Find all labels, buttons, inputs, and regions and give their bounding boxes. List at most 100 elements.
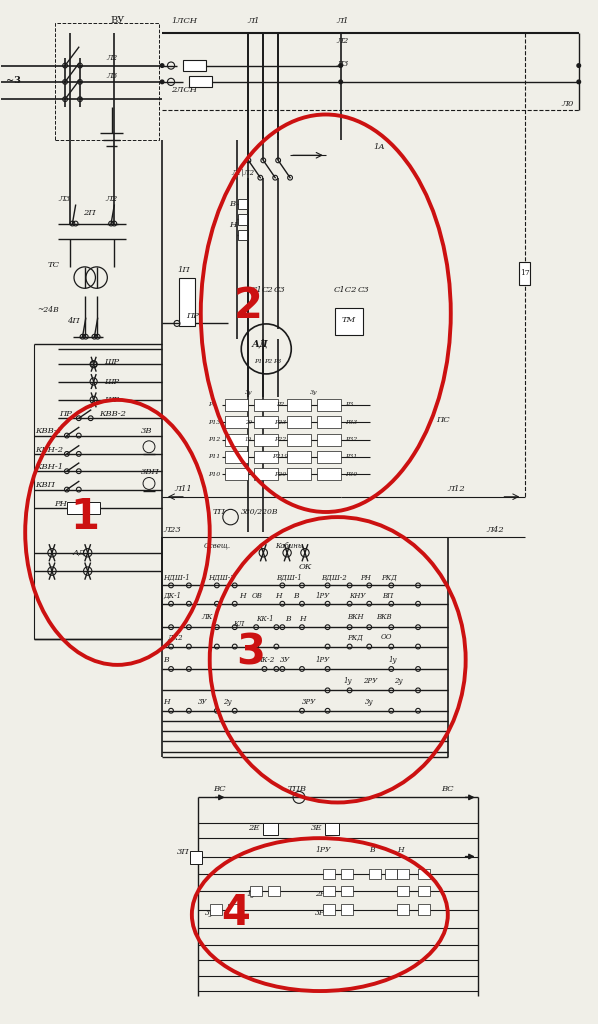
Text: Н: Н xyxy=(275,592,282,600)
Bar xyxy=(397,886,409,896)
Text: В: В xyxy=(369,847,375,854)
Text: Р12: Р12 xyxy=(208,437,220,442)
Text: Р2: Р2 xyxy=(276,402,284,408)
Text: ТС: ТС xyxy=(48,261,60,269)
Bar xyxy=(369,868,381,879)
Text: КЛ: КЛ xyxy=(234,621,245,628)
Bar xyxy=(317,451,341,463)
Text: ВКН: ВКН xyxy=(347,613,363,621)
Bar xyxy=(418,904,430,914)
Bar xyxy=(228,904,239,914)
Bar xyxy=(189,76,212,87)
Bar xyxy=(225,468,248,480)
Bar xyxy=(323,904,335,914)
Text: 3у: 3у xyxy=(205,908,214,916)
Bar xyxy=(287,416,311,428)
Text: 3У: 3У xyxy=(280,655,290,664)
Text: 29: 29 xyxy=(245,420,252,425)
Text: 3У: 3У xyxy=(198,697,208,706)
Text: 2Е: 2Е xyxy=(248,824,260,831)
Circle shape xyxy=(577,63,581,68)
Bar xyxy=(225,416,248,428)
Bar xyxy=(254,399,278,411)
Text: РКД: РКД xyxy=(381,574,397,583)
Text: ТПВ: ТПВ xyxy=(288,785,307,794)
Text: КВН-1: КВН-1 xyxy=(35,463,63,471)
Text: Н: Н xyxy=(163,697,170,706)
Text: РКД: РКД xyxy=(347,634,362,641)
Text: Р31: Р31 xyxy=(346,455,358,460)
Bar xyxy=(341,904,353,914)
Text: ШР: ШР xyxy=(104,396,119,403)
Text: КВВ-2: КВВ-2 xyxy=(100,411,127,418)
Bar xyxy=(55,23,159,140)
Text: Л3: Л3 xyxy=(107,72,118,80)
Text: ВДШ-2: ВДШ-2 xyxy=(321,574,347,583)
Text: Р3: Р3 xyxy=(346,402,353,408)
Text: 1у: 1у xyxy=(388,655,397,664)
Text: 1ЛСН: 1ЛСН xyxy=(171,16,197,25)
Bar xyxy=(287,399,311,411)
Bar xyxy=(237,199,247,209)
Text: Р10: Р10 xyxy=(208,472,220,477)
Text: ОО: ОО xyxy=(381,634,393,641)
Bar xyxy=(225,399,248,411)
Text: РН: РН xyxy=(360,574,371,583)
Text: ПС: ПС xyxy=(436,417,450,424)
Text: С1С2: С1С2 xyxy=(334,286,357,294)
Text: 3Е: 3Е xyxy=(311,824,322,831)
Text: Освещ.: Освещ. xyxy=(204,542,231,550)
Text: ВКВ: ВКВ xyxy=(376,613,392,621)
Bar xyxy=(325,823,340,836)
Text: 1: 1 xyxy=(70,496,99,538)
Text: Л0: Л0 xyxy=(561,100,573,109)
Text: КВП: КВП xyxy=(35,481,55,489)
Circle shape xyxy=(160,80,164,84)
Text: Р20: Р20 xyxy=(274,472,286,477)
Text: ЛК: ЛК xyxy=(201,613,212,621)
Text: 4П: 4П xyxy=(67,317,80,326)
Text: ВУ: ВУ xyxy=(111,16,124,26)
Text: 2у: 2у xyxy=(223,697,231,706)
Text: Л1: Л1 xyxy=(337,16,349,25)
Circle shape xyxy=(160,63,164,68)
Text: Л2: Л2 xyxy=(107,54,118,62)
Bar xyxy=(317,468,341,480)
Text: ВДШ-1: ВДШ-1 xyxy=(276,574,302,583)
Text: Л3: Л3 xyxy=(337,59,349,68)
Circle shape xyxy=(577,80,581,84)
Text: С3: С3 xyxy=(274,286,286,294)
Bar xyxy=(254,468,278,480)
Text: АД: АД xyxy=(252,339,269,348)
Text: Р2: Р2 xyxy=(264,358,272,364)
Text: Кабины: Кабины xyxy=(275,542,304,550)
Text: АД: АД xyxy=(73,549,86,557)
Text: Р23: Р23 xyxy=(274,420,286,425)
Text: 3у: 3у xyxy=(364,697,373,706)
Text: КВН-2: КВН-2 xyxy=(35,445,63,454)
Text: Н: Н xyxy=(397,847,404,854)
Bar xyxy=(323,886,335,896)
Text: Л11: Л11 xyxy=(174,484,192,493)
Text: С1: С1 xyxy=(250,286,262,294)
Text: 3П: 3П xyxy=(177,849,190,856)
Text: 1РУ: 1РУ xyxy=(315,655,329,664)
Text: Л1: Л1 xyxy=(247,16,260,25)
Bar xyxy=(317,416,341,428)
Bar xyxy=(287,468,311,480)
Bar xyxy=(323,868,335,879)
Text: ~24В: ~24В xyxy=(37,306,59,314)
Bar xyxy=(237,229,247,240)
Bar xyxy=(397,904,409,914)
Text: В: В xyxy=(229,200,235,208)
Text: МК-2: МК-2 xyxy=(255,655,275,664)
Text: С3: С3 xyxy=(358,286,369,294)
Text: Н: Н xyxy=(299,615,306,623)
Bar xyxy=(263,823,278,836)
Text: Л1|Л2: Л1|Л2 xyxy=(232,169,255,176)
Text: ВП: ВП xyxy=(382,592,393,600)
Text: 1А: 1А xyxy=(373,143,385,152)
Text: ДК-1: ДК-1 xyxy=(163,592,181,600)
Bar xyxy=(341,868,353,879)
Bar xyxy=(254,451,278,463)
